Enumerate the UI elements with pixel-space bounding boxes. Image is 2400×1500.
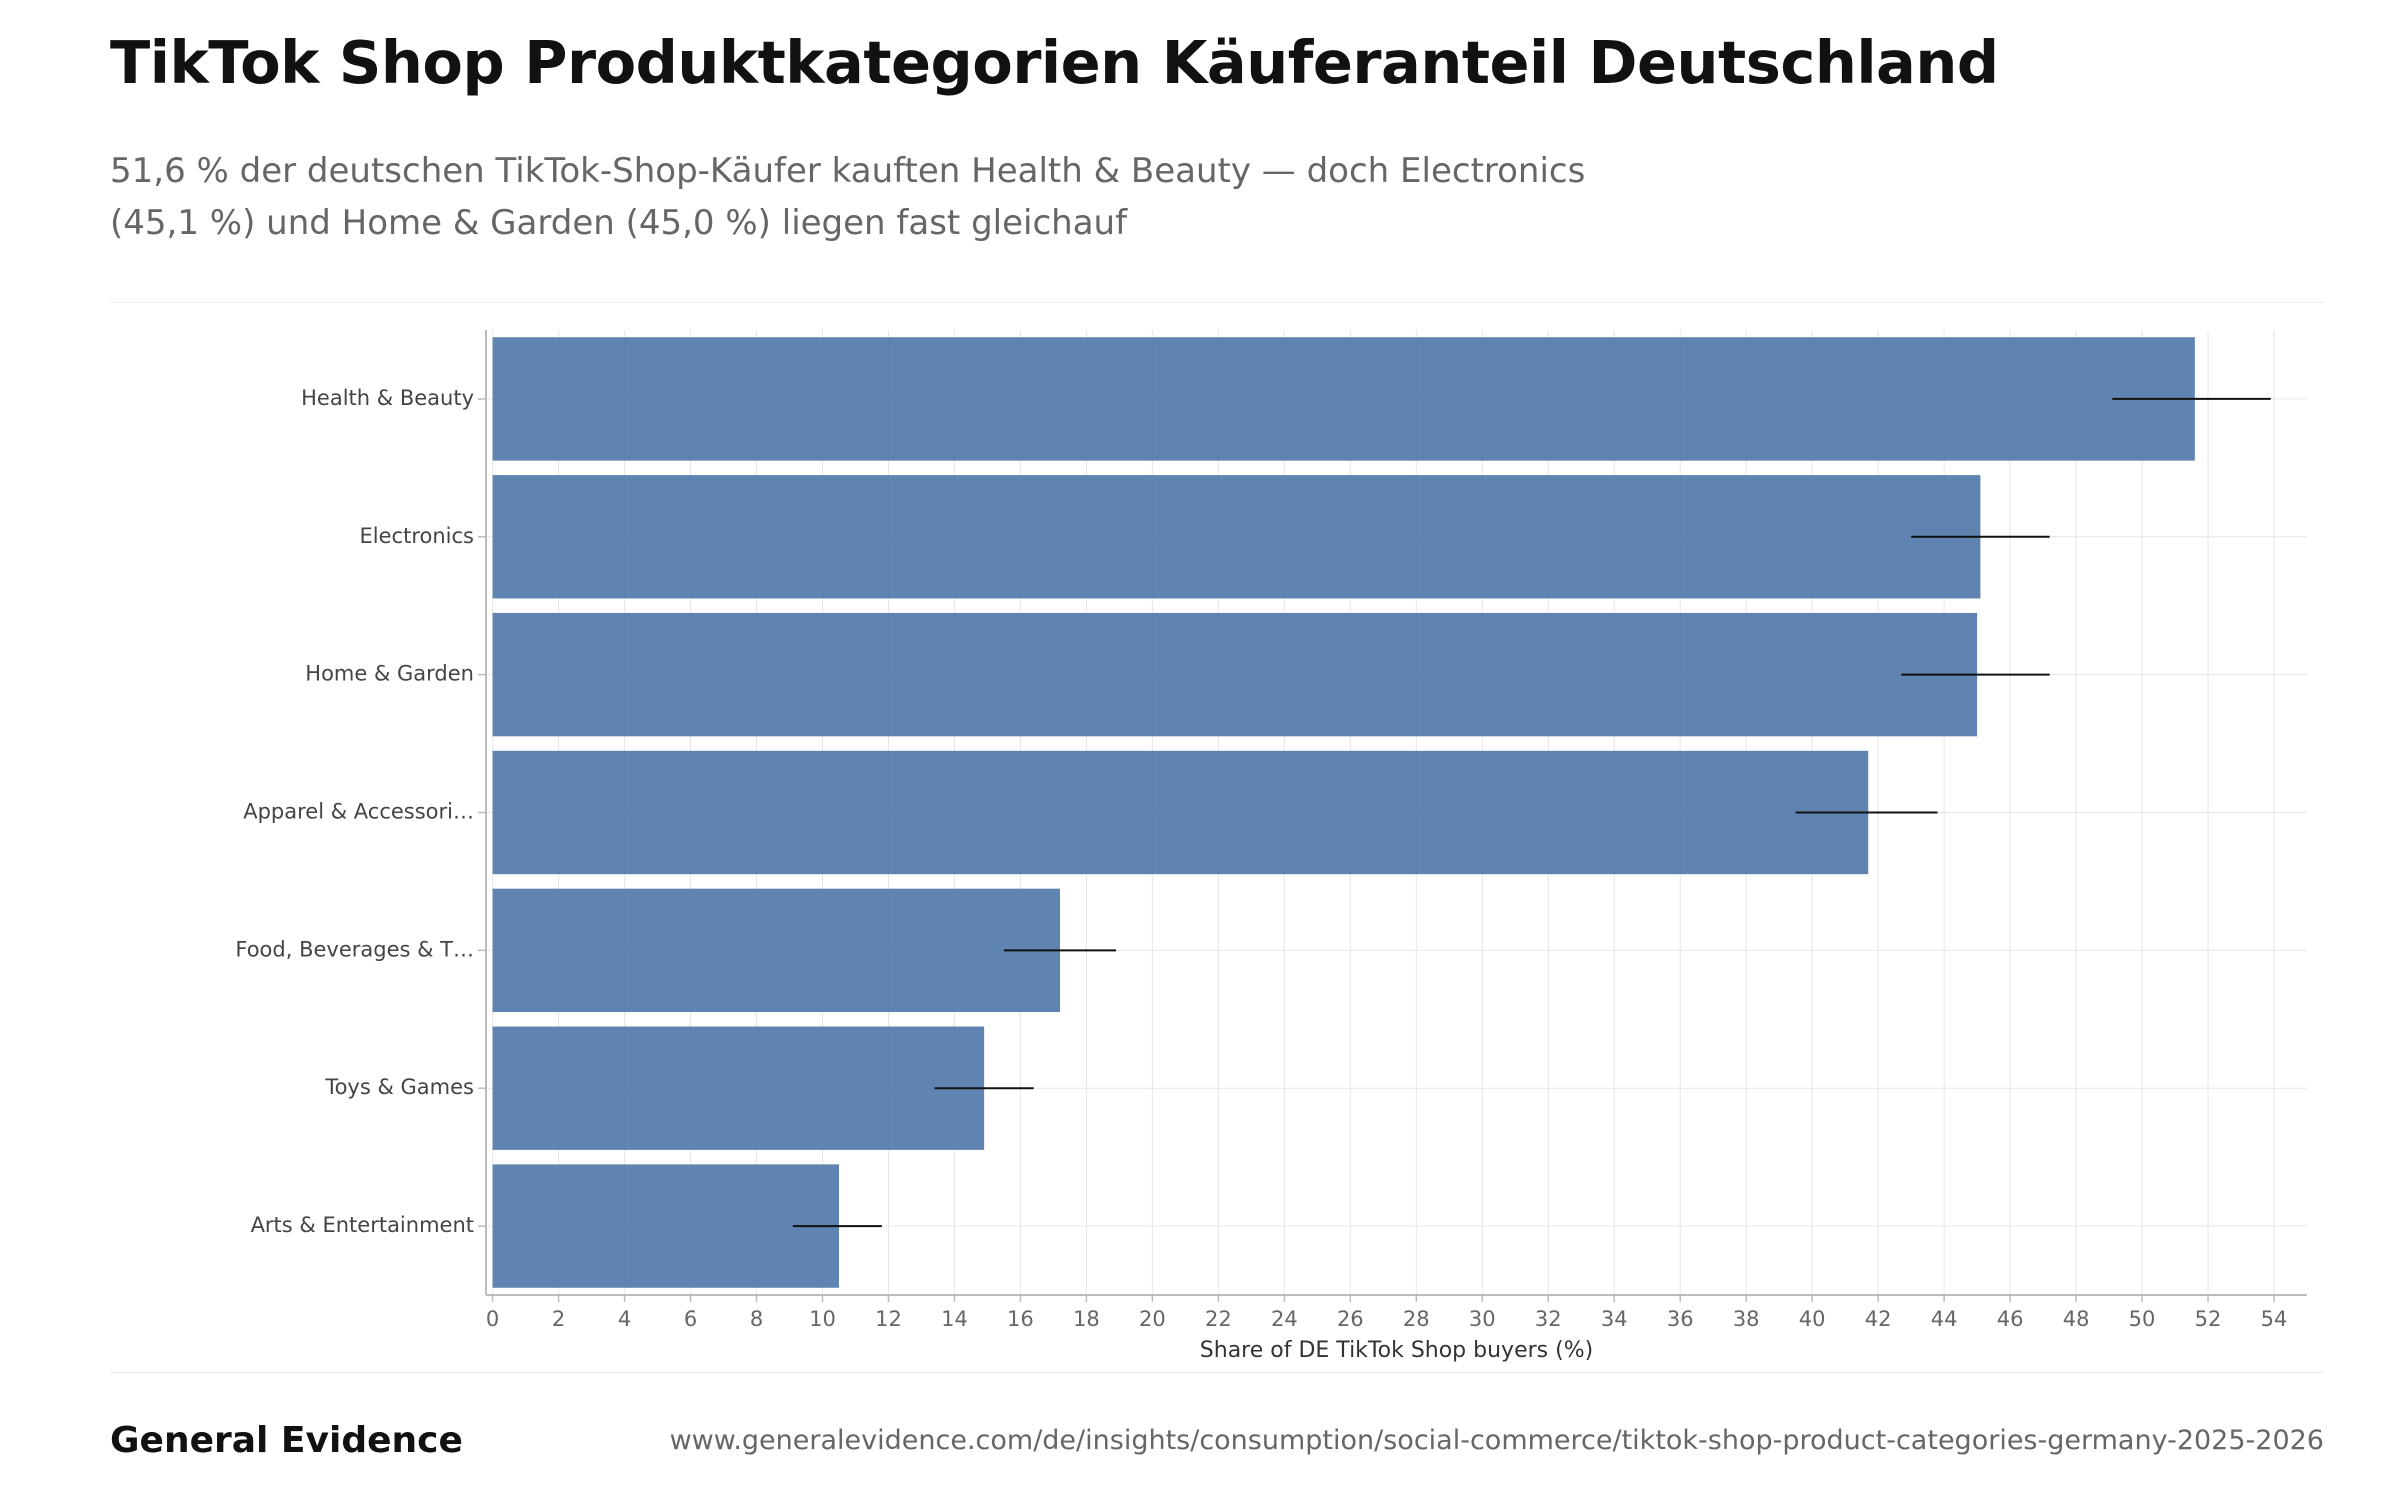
x-tick-label-16: 32 [1535, 1307, 1562, 1331]
x-tick-label-25: 50 [2129, 1307, 2156, 1331]
footer-divider [110, 1372, 2324, 1373]
x-tick-label-21: 42 [1865, 1307, 1892, 1331]
x-tick-label-19: 38 [1733, 1307, 1760, 1331]
x-tick-label-22: 44 [1931, 1307, 1958, 1331]
x-tick-label-0: 0 [486, 1307, 499, 1331]
x-tick-label-5: 10 [809, 1307, 836, 1331]
x-tick-label-26: 52 [2195, 1307, 2222, 1331]
bar-3 [492, 750, 1869, 875]
x-tick-label-7: 14 [941, 1307, 968, 1331]
bar-1 [492, 475, 1981, 599]
x-tick-label-4: 8 [750, 1307, 763, 1331]
x-tick-label-11: 22 [1205, 1307, 1232, 1331]
chart-subtitle: 51,6 % der deutschen TikTok-Shop-Käufer … [110, 145, 1710, 249]
bar-6 [492, 1164, 839, 1288]
x-tick-label-1: 2 [552, 1307, 565, 1331]
subtitle-line-1: 51,6 % der deutschen TikTok-Shop-Käufer … [110, 151, 1586, 191]
bar-2 [492, 612, 1978, 737]
x-tick-label-10: 20 [1139, 1307, 1166, 1331]
bar-5 [492, 1026, 985, 1150]
header-divider [110, 302, 2324, 303]
x-tick-label-13: 26 [1337, 1307, 1364, 1331]
bar-4 [492, 888, 1061, 1013]
x-tick-label-3: 6 [684, 1307, 697, 1331]
x-axis-title: Share of DE TikTok Shop buyers (%) [1200, 1338, 1593, 1363]
category-label-4: Food, Beverages & T… [235, 937, 474, 961]
x-tick-label-23: 46 [1997, 1307, 2024, 1331]
x-tick-label-8: 16 [1007, 1307, 1034, 1331]
category-label-5: Toys & Games [324, 1075, 474, 1099]
category-label-1: Electronics [360, 524, 474, 548]
x-tick-label-9: 18 [1073, 1307, 1100, 1331]
x-tick-label-24: 48 [2063, 1307, 2090, 1331]
brand-name: General Evidence [110, 1420, 463, 1461]
x-tick-label-27: 54 [2261, 1307, 2288, 1331]
subtitle-line-2: (45,1 %) und Home & Garden (45,0 %) lieg… [110, 203, 1128, 243]
chart-title: TikTok Shop Produktkategorien Käuferante… [110, 28, 1999, 97]
source-url[interactable]: www.generalevidence.com/de/insights/cons… [669, 1425, 2324, 1456]
x-tick-label-6: 12 [875, 1307, 902, 1331]
category-label-0: Health & Beauty [301, 386, 474, 410]
x-tick-label-20: 40 [1799, 1307, 1826, 1331]
x-tick-label-14: 28 [1403, 1307, 1430, 1331]
category-label-3: Apparel & Accessori… [243, 800, 474, 824]
x-tick-label-2: 4 [618, 1307, 631, 1331]
category-label-2: Home & Garden [305, 662, 474, 686]
bar-0 [492, 337, 2195, 461]
x-tick-label-17: 34 [1601, 1307, 1628, 1331]
category-label-6: Arts & Entertainment [251, 1213, 474, 1237]
x-tick-label-15: 30 [1469, 1307, 1496, 1331]
x-tick-label-12: 24 [1271, 1307, 1298, 1331]
x-tick-label-18: 36 [1667, 1307, 1694, 1331]
